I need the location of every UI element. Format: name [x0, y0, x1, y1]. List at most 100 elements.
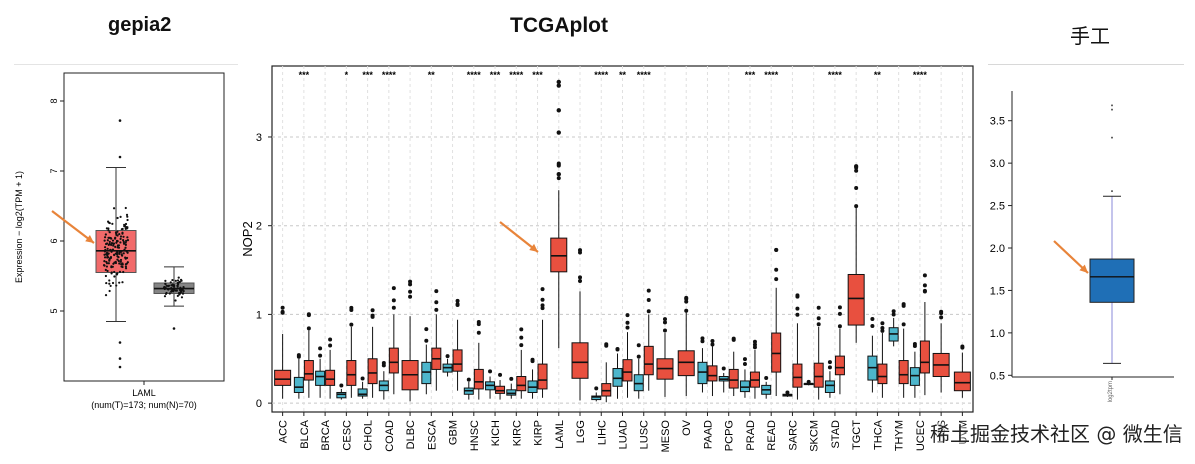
data-point [111, 265, 114, 268]
normal-chol-box [357, 388, 368, 397]
normal-ucec-outlier [912, 344, 917, 349]
y-tick-label: 2.5 [990, 201, 1005, 213]
data-point [107, 229, 110, 232]
tumor-kirc-box [516, 376, 527, 392]
normal-sarc-outlier [785, 390, 790, 395]
data-point [107, 262, 110, 265]
data-point [106, 247, 109, 250]
tumor-brca-outlier [328, 343, 333, 348]
data-point [162, 286, 166, 289]
data-point [171, 278, 174, 282]
x-tick-label-esca: ESCA [426, 419, 438, 450]
significance-label: **** [913, 70, 928, 80]
x-tick-label-pcpg: PCPG [724, 420, 736, 451]
gepia2-boxplot: 5 6 7 8 Expression − log2(TPM + 1) LAML (num(T… [14, 72, 225, 410]
normal-thym-outlier [891, 312, 896, 317]
tumor-thca-outlier [880, 328, 885, 333]
normal-thca-outlier [870, 317, 875, 322]
data-point [176, 294, 179, 297]
data-point [182, 285, 185, 289]
tumor-kirp-box [537, 363, 548, 390]
tumor-laml-outlier [556, 83, 561, 88]
data-point [111, 281, 115, 285]
significance-label: *** [745, 70, 756, 80]
y-tick-label: 0.5 [990, 370, 1005, 382]
x-tick-label-brca: BRCA [320, 419, 332, 450]
normal-stad-outlier [827, 360, 832, 365]
normal-stad-outlier [827, 365, 832, 370]
outlier-point [172, 327, 176, 330]
y-tick-label: 3 [256, 132, 262, 144]
tumor-stad-outlier [837, 305, 842, 310]
data-point [108, 282, 111, 285]
data-point [125, 226, 128, 229]
data-point [109, 236, 112, 240]
tcgaplot-panel: 0 1 2 3 NOP2 ACC BLCA *** BRCA CESC * CHOL *** COAD **… [240, 62, 982, 458]
tumor-hnsc-outlier [476, 322, 481, 327]
tumor-lihc-box [601, 383, 612, 397]
y-tick-label: 1.0 [990, 328, 1005, 340]
data-point [117, 246, 121, 249]
manual-boxplot: 0.5 1.0 1.5 2.0 2.5 3.0 3.5 log2tpm [990, 91, 1174, 402]
x-tick-label-tgct: TGCT [851, 420, 863, 450]
x-tick-label-lihc: LIHC [596, 420, 608, 445]
tumor-dlbc-outlier [408, 282, 413, 287]
y-tick-label: 8 [49, 98, 59, 103]
tumor-ov-outlier [684, 308, 689, 313]
tumor-kirc-outlier [519, 327, 524, 332]
y-tick-label: 1 [256, 309, 262, 321]
data-point [105, 253, 108, 256]
y-axis-label: NOP2 [240, 221, 255, 256]
data-point [111, 222, 114, 225]
data-point [169, 287, 172, 290]
data-point [182, 289, 185, 293]
data-point [124, 222, 128, 226]
x-tick-label-blca: BLCA [299, 419, 311, 448]
data-point [119, 237, 122, 240]
normal-lusc-outlier [636, 354, 641, 359]
tumor-chol-outlier [370, 308, 375, 313]
tumor-coad-outlier [391, 286, 396, 291]
data-point [108, 279, 111, 282]
data-point [120, 263, 123, 266]
x-tick-label-uvm: UVM [957, 420, 969, 444]
data-point [107, 252, 110, 255]
data-point [120, 253, 123, 256]
data-point [174, 279, 177, 282]
data-point [179, 278, 183, 281]
data-point [113, 253, 116, 257]
x-tick-label-gbm: GBM [448, 420, 460, 445]
data-point [119, 258, 123, 262]
tumor-thym-outlier [901, 322, 906, 327]
tumor-laml-outlier [556, 176, 561, 181]
data-point [180, 289, 183, 292]
x-tick-label-thym: THYM [894, 420, 906, 451]
arrow-gepia-shaft [51, 210, 95, 244]
tumor-lgg-outlier [578, 248, 583, 253]
tumor-laml-outlier [556, 130, 561, 135]
data-point [164, 292, 168, 295]
data-point [103, 239, 106, 242]
x-tick-label-thca: THCA [872, 419, 884, 450]
data-point [118, 281, 121, 284]
significance-label: **** [637, 70, 652, 80]
data-point [124, 246, 127, 249]
normal-pcpg-outlier [721, 366, 726, 371]
data-point [109, 256, 112, 260]
data-point [105, 265, 109, 268]
data-point [109, 284, 112, 288]
data-point [124, 243, 127, 246]
tumor-lihc-outlier [604, 343, 609, 348]
data-point [109, 248, 112, 251]
tumor-dlbc-outlier [408, 289, 413, 294]
tumor-gbm-outlier [455, 298, 460, 303]
tumor-chol-box [367, 358, 378, 385]
data-point [121, 265, 124, 269]
outlier-point [1111, 108, 1113, 111]
normal-kirc-box [506, 389, 517, 396]
tumor-esca-outlier [434, 307, 439, 312]
tumor-hnsc-box [473, 368, 484, 390]
normal-esca-outlier [424, 327, 429, 332]
tumor-skcm-outlier [816, 322, 821, 327]
data-point [113, 275, 116, 278]
